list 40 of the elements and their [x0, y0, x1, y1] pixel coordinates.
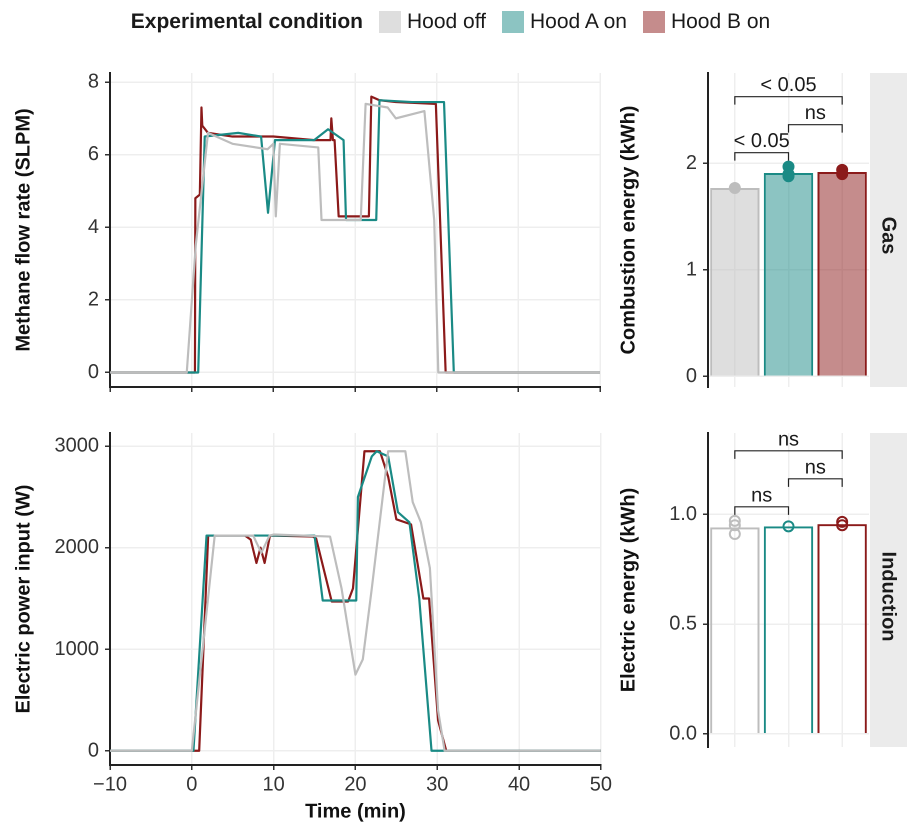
x-axis-title: Time (min) [305, 800, 406, 823]
legend-label: Hood A on [530, 10, 627, 34]
legend-label: Hood B on [670, 10, 770, 34]
x-tick-label: 50 [590, 774, 612, 796]
y-tick-label: 8 [88, 70, 99, 93]
annotation: ns [804, 102, 826, 124]
y-axis-title: Electric energy (kWh) [618, 488, 640, 692]
annotation: < 0.05 [760, 74, 817, 96]
y-tick-label: 6 [88, 143, 99, 166]
y-tick-label: 0.0 [669, 722, 697, 744]
x-tick-label: 40 [508, 774, 530, 796]
y-tick-label: 2 [686, 152, 697, 174]
y-axis-title: Electric power input (W) [12, 484, 35, 714]
y-tick-label: 0.5 [669, 612, 697, 635]
annotation: ns [751, 484, 772, 506]
y-tick-label: 0 [88, 360, 99, 383]
y-tick-label: 2 [88, 288, 99, 310]
x-tick-label: 20 [344, 774, 367, 796]
annotation: ns [778, 428, 800, 450]
y-tick-label: 2000 [54, 536, 99, 558]
y-tick-label: 1000 [54, 638, 99, 660]
x-tick-label: 10 [262, 774, 285, 796]
text: Induction [877, 552, 900, 642]
y-tick-label: 3000 [54, 434, 99, 457]
y-tick-label: 0 [686, 364, 697, 387]
text: Gas [877, 216, 900, 254]
legend-title: Experimental condition [130, 10, 363, 34]
y-tick-label: 1 [686, 258, 697, 280]
annotation: < 0.05 [734, 130, 790, 152]
y-tick-label: 1.0 [669, 502, 697, 525]
x-tick-label: 0 [186, 774, 198, 796]
point [728, 182, 741, 194]
annotation: ns [804, 456, 826, 478]
y-tick-label: 4 [88, 216, 99, 238]
y-tick-label: 0 [88, 739, 99, 762]
y-axis-title: Methane flow rate (SLPM) [12, 108, 35, 352]
x-tick-label: 30 [426, 774, 448, 796]
legend-label: Hood off [407, 10, 486, 34]
x-tick-label: −10 [93, 774, 127, 796]
y-axis-title: Combustion energy (kWh) [618, 106, 640, 354]
